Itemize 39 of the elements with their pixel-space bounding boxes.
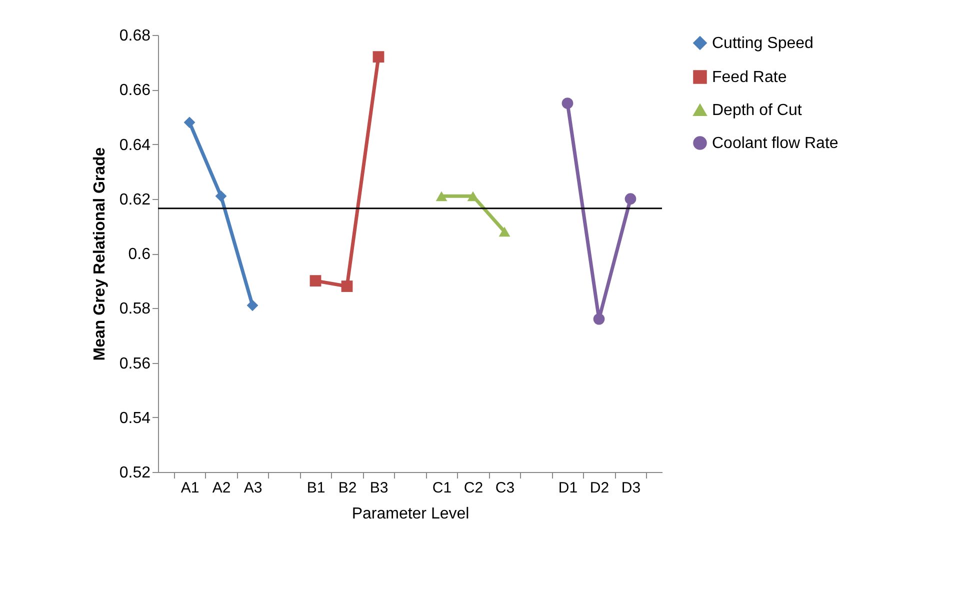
x-tick-label: B1: [306, 480, 326, 496]
point: [215, 190, 227, 202]
x-tick-label: D3: [621, 480, 641, 496]
point: [593, 313, 605, 325]
x-tick-label: D2: [590, 480, 610, 496]
point: [246, 300, 258, 312]
y-tick-label: 0.52: [119, 464, 151, 482]
point: [310, 275, 322, 287]
y-tick-label: 0.54: [119, 410, 151, 427]
legend-label: Cutting Speed: [712, 35, 814, 52]
y-tick-label: 0.62: [119, 191, 151, 208]
y-tick-label: 0.64: [119, 136, 151, 154]
y-tick-label: 0.56: [119, 355, 151, 372]
y-axis-title: Mean Grey Relational Grade: [91, 147, 108, 361]
y-tick-label: 0.58: [119, 300, 151, 318]
x-tick-label: C1: [432, 480, 452, 496]
x-axis-title: Parameter Level: [352, 506, 470, 522]
point: [436, 191, 448, 202]
x-tick-label: D1: [558, 480, 578, 496]
y-tick-label: 0.68: [119, 28, 151, 44]
point: [624, 193, 636, 205]
point: [498, 226, 510, 237]
x-tick-label: A1: [180, 480, 200, 496]
point: [372, 51, 384, 63]
point: [341, 280, 353, 292]
x-tick-label: B3: [370, 480, 388, 496]
x-tick-label: A2: [212, 480, 231, 496]
legend-label: Feed Rate: [712, 69, 787, 86]
y-tick-label: 0.66: [119, 82, 151, 100]
y-tick-label: 0.6: [128, 246, 151, 263]
point: [467, 191, 479, 202]
x-tick-label: C3: [495, 480, 515, 496]
point: [184, 116, 196, 128]
legend-label: Depth of Cut: [712, 102, 802, 119]
x-tick-label: B2: [338, 480, 357, 496]
point: [562, 98, 574, 109]
x-tick-label: A3: [244, 480, 262, 496]
legend-label: Coolant flow Rate: [712, 135, 838, 152]
x-tick-label: C2: [464, 480, 484, 496]
